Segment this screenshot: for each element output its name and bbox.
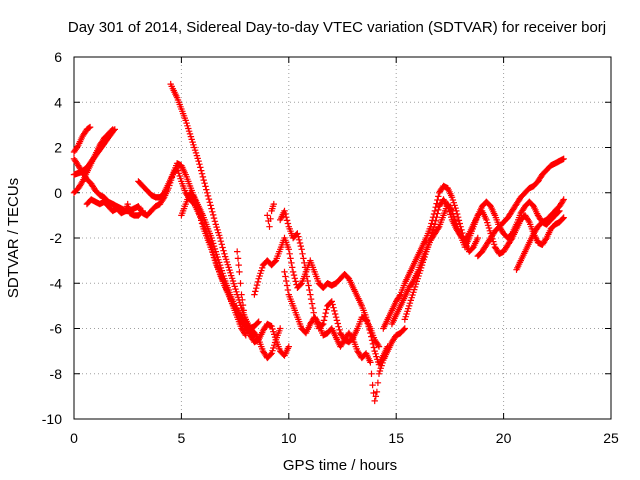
- x-tick-label: 15: [388, 430, 404, 446]
- data-point-markers: [401, 200, 567, 323]
- grid: [74, 57, 611, 419]
- series-track-17: [474, 155, 567, 260]
- y-tick-label: -10: [42, 411, 62, 427]
- series-track-14: [380, 182, 481, 332]
- y-tick-label: 4: [54, 94, 62, 110]
- y-tick-label: -6: [50, 321, 63, 337]
- chart-title: Day 301 of 2014, Sidereal Day-to-day VTE…: [68, 19, 606, 36]
- series-track-16: [401, 200, 567, 323]
- x-tick-label: 25: [603, 430, 619, 446]
- x-tick-label: 10: [281, 430, 297, 446]
- y-tick-label: -2: [50, 230, 63, 246]
- data-point-markers: [234, 248, 292, 359]
- series-track-18: [513, 196, 567, 273]
- data-point-markers: [251, 234, 391, 368]
- x-tick-labels: 0 5 10 15 20 25: [70, 430, 619, 446]
- x-axis-label: GPS time / hours: [283, 457, 397, 474]
- series-track-1: [70, 123, 94, 156]
- series-track-4: [70, 126, 116, 196]
- data-point-markers: [167, 80, 284, 362]
- data-marks: [70, 80, 567, 405]
- data-point-markers: [70, 123, 94, 156]
- series-track-11: [264, 200, 277, 230]
- series-track-2: [70, 155, 258, 339]
- series-track-13: [281, 268, 408, 405]
- series-track-7: [167, 80, 284, 362]
- data-point-markers: [83, 196, 146, 219]
- y-tick-label: -4: [50, 275, 63, 291]
- series-track-10: [251, 234, 391, 368]
- data-point-markers: [474, 155, 567, 260]
- data-point-markers: [70, 126, 116, 196]
- data-point-markers: [281, 268, 408, 405]
- series-track-5: [83, 196, 146, 219]
- data-point-markers: [178, 189, 249, 339]
- y-tick-label: -8: [50, 366, 63, 382]
- data-point-markers: [380, 182, 481, 332]
- y-tick-labels: -10 -8 -6 -4 -2 0 2 4 6: [42, 49, 62, 427]
- y-tick-label: 6: [54, 49, 62, 65]
- series-track-8: [178, 189, 249, 339]
- y-axis-label: SDTVAR / TECUs: [5, 178, 22, 298]
- data-point-markers: [264, 200, 277, 230]
- x-tick-label: 20: [496, 430, 512, 446]
- x-tick-label: 0: [70, 430, 78, 446]
- data-point-markers: [70, 155, 258, 339]
- series-track-9: [234, 248, 292, 359]
- data-point-markers: [513, 196, 567, 273]
- y-tick-label: 0: [54, 185, 62, 201]
- x-tick-label: 5: [178, 430, 186, 446]
- y-tick-label: 2: [54, 140, 62, 156]
